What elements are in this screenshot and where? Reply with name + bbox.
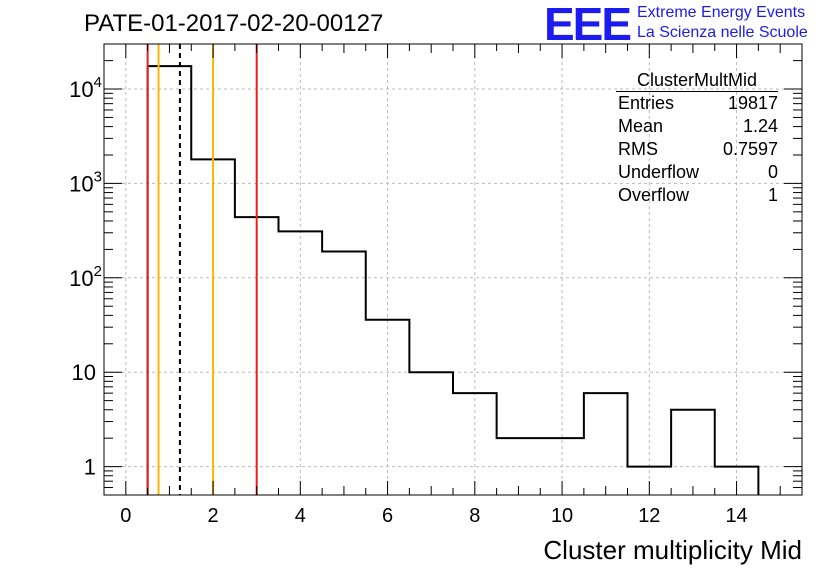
x-tick-label: 8: [469, 505, 480, 527]
y-tick-label: 104: [69, 74, 102, 102]
stats-label: Underflow: [618, 162, 700, 182]
chart-title: PATE-01-2017-02-20-00127: [84, 10, 384, 37]
stats-label: Mean: [618, 116, 664, 136]
stats-box-title: ClusterMultMid: [616, 70, 778, 92]
x-tick-label: 6: [382, 505, 393, 527]
histogram-bars: [146, 65, 760, 495]
x-tick-label: 14: [725, 505, 747, 527]
marker-lines: [146, 44, 258, 495]
histogram-bin: [148, 66, 192, 495]
y-tick-label: 102: [69, 263, 102, 291]
stats-row-underflow: Underflow 0: [612, 161, 778, 184]
logo-line-1: Extreme Energy Events: [637, 4, 806, 21]
histogram-bin: [453, 393, 497, 495]
stats-value: 0.7597: [722, 139, 778, 159]
y-tick-label: 10: [72, 360, 96, 385]
stats-label: RMS: [618, 139, 658, 159]
stats-value: 1.24: [742, 116, 778, 136]
histogram-outline: [146, 65, 760, 495]
stats-row-mean: Mean 1.24: [612, 115, 778, 138]
histogram-bin: [584, 393, 628, 495]
stats-value: 19817: [727, 93, 778, 113]
y-tick-label: 1: [84, 455, 96, 480]
x-tick-label: 4: [295, 505, 306, 527]
stats-label: Overflow: [618, 185, 690, 205]
x-tick-label: 0: [120, 505, 131, 527]
stats-row-rms: RMS 0.7597: [612, 138, 778, 161]
stats-label: Entries: [618, 93, 675, 113]
y-tick-label: 103: [69, 168, 102, 196]
x-tick-label: 2: [208, 505, 219, 527]
histogram-bin: [322, 251, 366, 495]
x-axis-label: Cluster multiplicity Mid: [543, 535, 802, 565]
stats-row-entries: Entries 19817: [612, 92, 778, 115]
histogram-bin: [671, 410, 715, 495]
histogram-bin: [409, 372, 453, 495]
stats-value: 1: [767, 185, 778, 205]
x-tick-label: 10: [551, 505, 573, 527]
logo-line-2: La Scienza nelle Scuole: [637, 24, 808, 41]
stats-row-overflow: Overflow 1: [612, 184, 778, 207]
stats-box: ClusterMultMid Entries 19817 Mean 1.24 R…: [612, 70, 778, 207]
stats-value: 0: [767, 162, 778, 182]
x-tick-label: 12: [638, 505, 660, 527]
eee-logo-mark: EEE: [544, 0, 632, 50]
